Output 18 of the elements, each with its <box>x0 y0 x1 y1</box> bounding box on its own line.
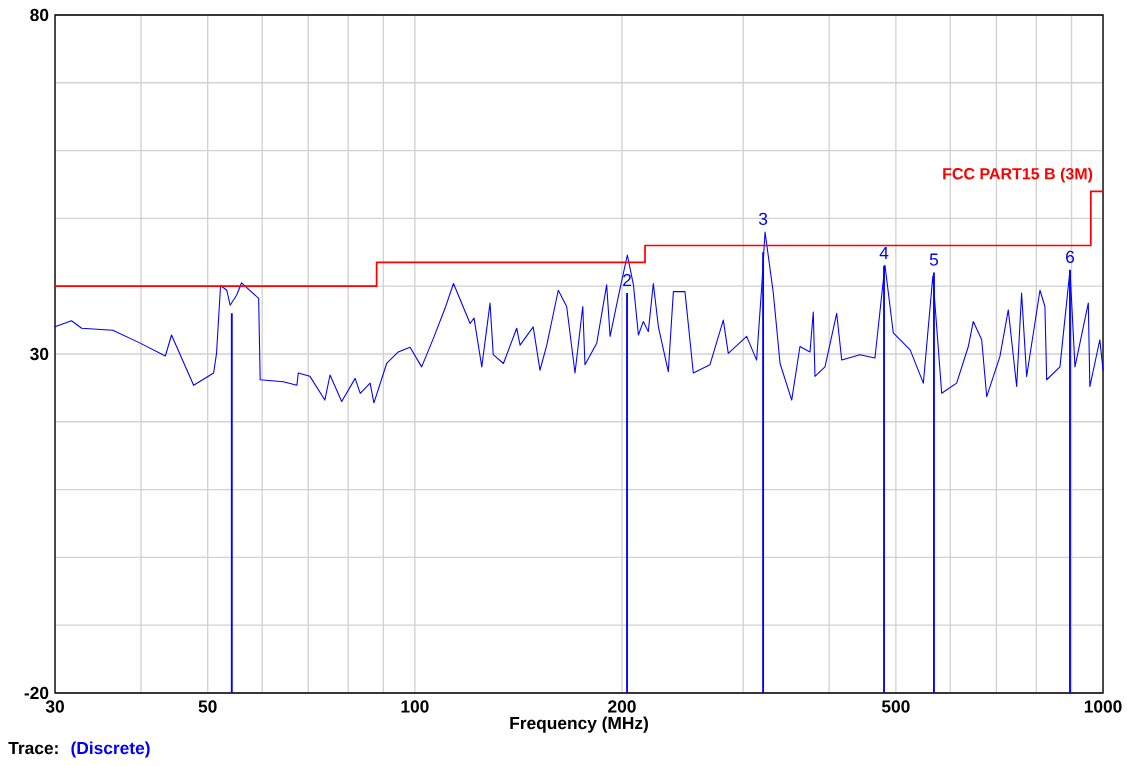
series-label: FCC PART15 B (3M) <box>943 167 1093 183</box>
x-axis-title: Frequency (MHz) <box>510 716 648 733</box>
annotation: 2 <box>623 273 631 287</box>
x-tick-label: 1000 <box>1084 700 1122 713</box>
x-tick-label: 30 <box>45 700 64 713</box>
text: Trace: <box>8 742 58 755</box>
x-tick-label: 200 <box>608 700 636 713</box>
y-tick-label: -20 <box>24 686 49 700</box>
annotation: 3 <box>758 212 768 226</box>
text: (Discrete) <box>71 741 150 758</box>
y-tick-label: 80 <box>30 8 49 22</box>
y-tick-label: 30 <box>30 347 49 361</box>
annotation: 4 <box>879 246 889 259</box>
x-tick-label: 500 <box>881 700 910 713</box>
annotation: 6 <box>1066 250 1075 263</box>
x-tick-label: 100 <box>401 700 429 713</box>
annotation: 5 <box>929 253 939 266</box>
x-tick-label: 50 <box>198 700 217 713</box>
